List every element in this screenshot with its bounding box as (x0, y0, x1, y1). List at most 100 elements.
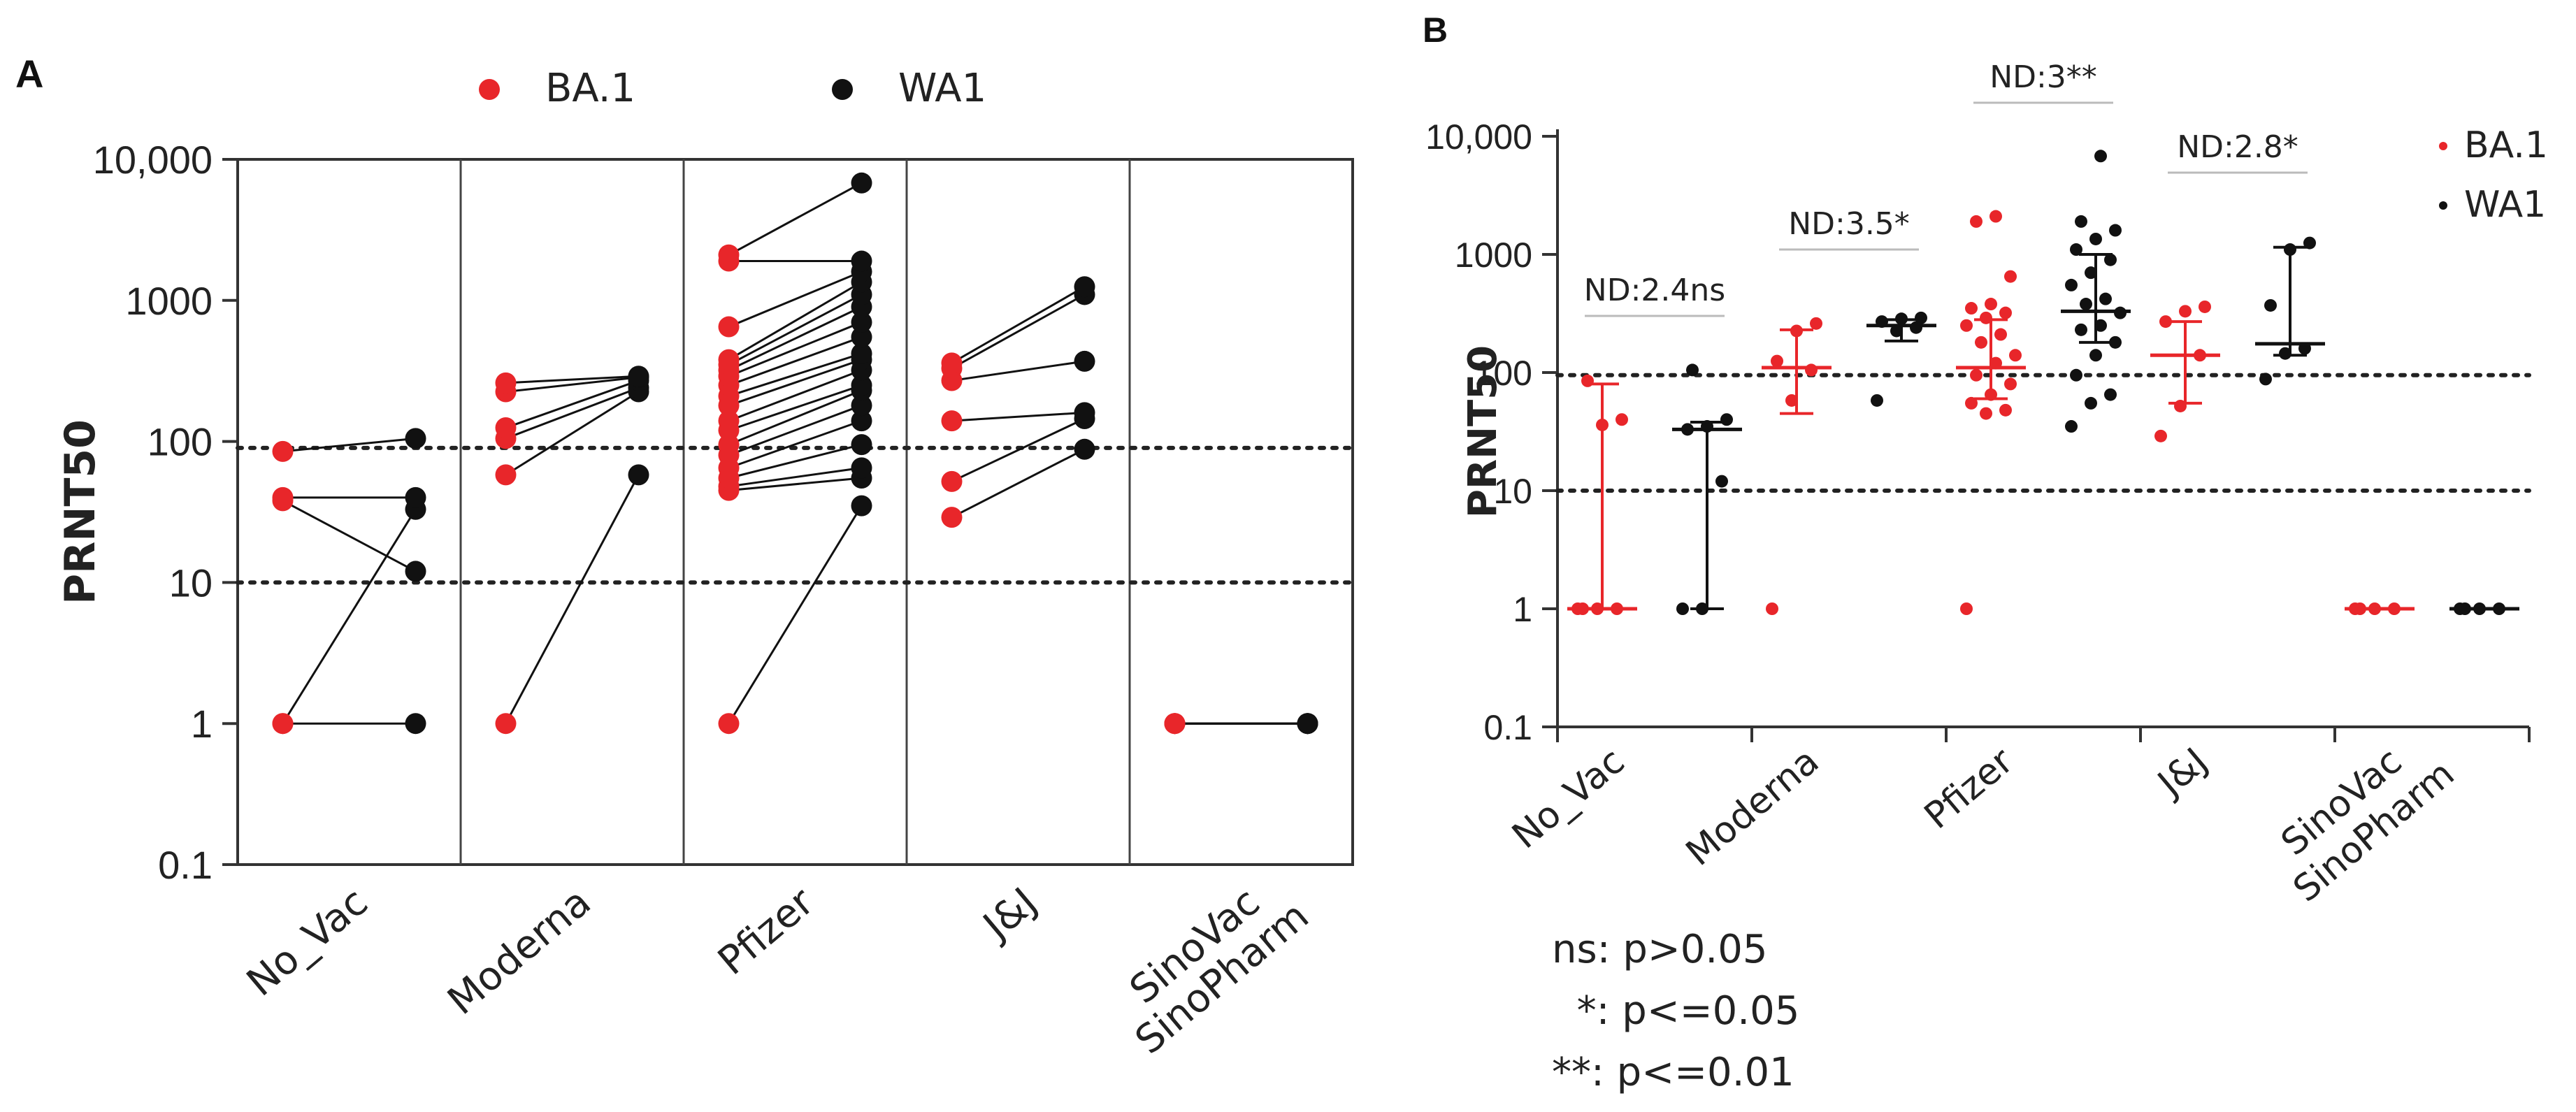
y-axis-label: PRNT50 (1460, 345, 1506, 518)
point-wa1 (2493, 602, 2505, 615)
point-wa1 (2065, 420, 2078, 433)
point-wa1 (2085, 396, 2097, 410)
x-tick-label-pfizer: Pfizer (1917, 740, 2022, 837)
x-tick-label-j-j: J&J (2149, 740, 2215, 806)
significance-key-ns: ns: p>0.05 (1552, 927, 1768, 972)
pair-line (282, 437, 416, 453)
point-ba1 (1965, 396, 1978, 410)
point-ba1 (941, 352, 963, 374)
point-ba1 (2159, 315, 2172, 328)
pair-line (728, 443, 862, 479)
point-wa1 (2099, 292, 2112, 305)
point-wa1 (851, 495, 872, 517)
pair-line (728, 281, 863, 361)
point-wa1 (2298, 342, 2311, 355)
y-tick-label: 100 (1474, 354, 1532, 393)
point-ba1 (1989, 210, 2002, 223)
pair-line (951, 294, 1086, 370)
point-ba1 (1970, 215, 1983, 228)
point-wa1 (2085, 266, 2097, 280)
pair-line (728, 305, 863, 372)
pair-line (505, 387, 640, 440)
point-wa1 (2075, 215, 2087, 228)
pair-line (728, 359, 862, 407)
point-wa1 (628, 366, 649, 387)
legend-marker-wa1 (2439, 201, 2447, 210)
point-ba1 (1616, 413, 1628, 426)
pair-line (505, 380, 640, 429)
point-wa1 (2279, 347, 2291, 360)
point-ba1 (1985, 298, 1997, 311)
legend-label-ba-1: BA.1 (545, 66, 635, 111)
point-wa1 (1074, 402, 1095, 424)
point-wa1 (2473, 602, 2486, 615)
point-wa1 (2094, 150, 2107, 163)
point-ba1 (2388, 602, 2401, 615)
pair-line (282, 508, 417, 724)
point-ba1 (718, 410, 740, 432)
significance-annotation: ND:2.8* (2177, 129, 2298, 165)
point-ba1 (2199, 300, 2211, 313)
point-ba1 (2009, 349, 2022, 362)
point-wa1 (2114, 306, 2127, 319)
point-ba1 (2004, 270, 2017, 283)
point-ba1 (272, 440, 294, 462)
pair-line (728, 466, 862, 488)
point-wa1 (2065, 278, 2078, 291)
pair-line (728, 404, 863, 456)
point-wa1 (851, 342, 872, 364)
pair-line (728, 389, 863, 446)
point-ba1 (1766, 602, 1778, 615)
point-wa1 (2070, 368, 2082, 382)
pair-line (282, 500, 417, 572)
y-tick-label: 10,000 (1425, 117, 1532, 157)
plot-frame (236, 158, 1354, 866)
point-wa1 (851, 410, 872, 432)
pair-line (505, 375, 639, 384)
pair-line (728, 335, 863, 387)
significance-key: ns: p>0.05 *: p<=0.05 **: p<=0.01 (1552, 919, 1799, 1104)
pair-line (728, 419, 863, 469)
point-ba1 (2179, 305, 2192, 318)
point-wa1 (2259, 373, 2272, 386)
pair-line (505, 474, 640, 724)
x-tick-label-no-vac: No_Vac (1504, 740, 1632, 857)
point-wa1 (1074, 276, 1095, 298)
point-ba1 (718, 713, 740, 735)
point-ba1 (1994, 328, 2007, 341)
point-wa1 (851, 375, 872, 396)
y-axis-label: PRNT50 (56, 419, 105, 605)
point-ba1 (718, 244, 740, 266)
point-ba1 (495, 713, 517, 735)
pair-line (505, 391, 640, 476)
point-ba1 (1581, 374, 1594, 387)
point-wa1 (1074, 350, 1095, 372)
pair-line (728, 182, 863, 257)
pair-line (728, 352, 862, 398)
significance-annotation: ND:2.4ns (1584, 273, 1725, 308)
y-tick-label: 1 (1513, 590, 1532, 629)
legend-marker-wa1 (832, 79, 853, 100)
y-tick-label: 1000 (1455, 236, 1532, 275)
point-wa1 (2303, 236, 2316, 250)
pair-line (728, 477, 862, 492)
point-ba1 (1989, 356, 2002, 370)
point-ba1 (1999, 306, 2012, 319)
point-wa1 (1915, 311, 1927, 324)
point-wa1 (2075, 323, 2087, 336)
point-ba1 (1790, 324, 1803, 338)
panel-a-label: A (15, 52, 43, 96)
point-ba1 (2194, 349, 2206, 362)
point-wa1 (2459, 602, 2471, 615)
y-tick-label: 10 (1493, 472, 1532, 511)
significance-annotation: ND:3.5* (1788, 206, 1910, 242)
point-ba1 (718, 316, 740, 338)
point-ba1 (2004, 377, 2017, 391)
point-ba1 (1960, 319, 1973, 332)
pair-line (728, 270, 863, 328)
point-ba1 (1771, 354, 1783, 368)
point-wa1 (1895, 312, 1908, 326)
point-ba1 (1980, 311, 1992, 324)
x-tick-label-j-j: J&J (974, 879, 1046, 950)
point-wa1 (2104, 253, 2117, 266)
